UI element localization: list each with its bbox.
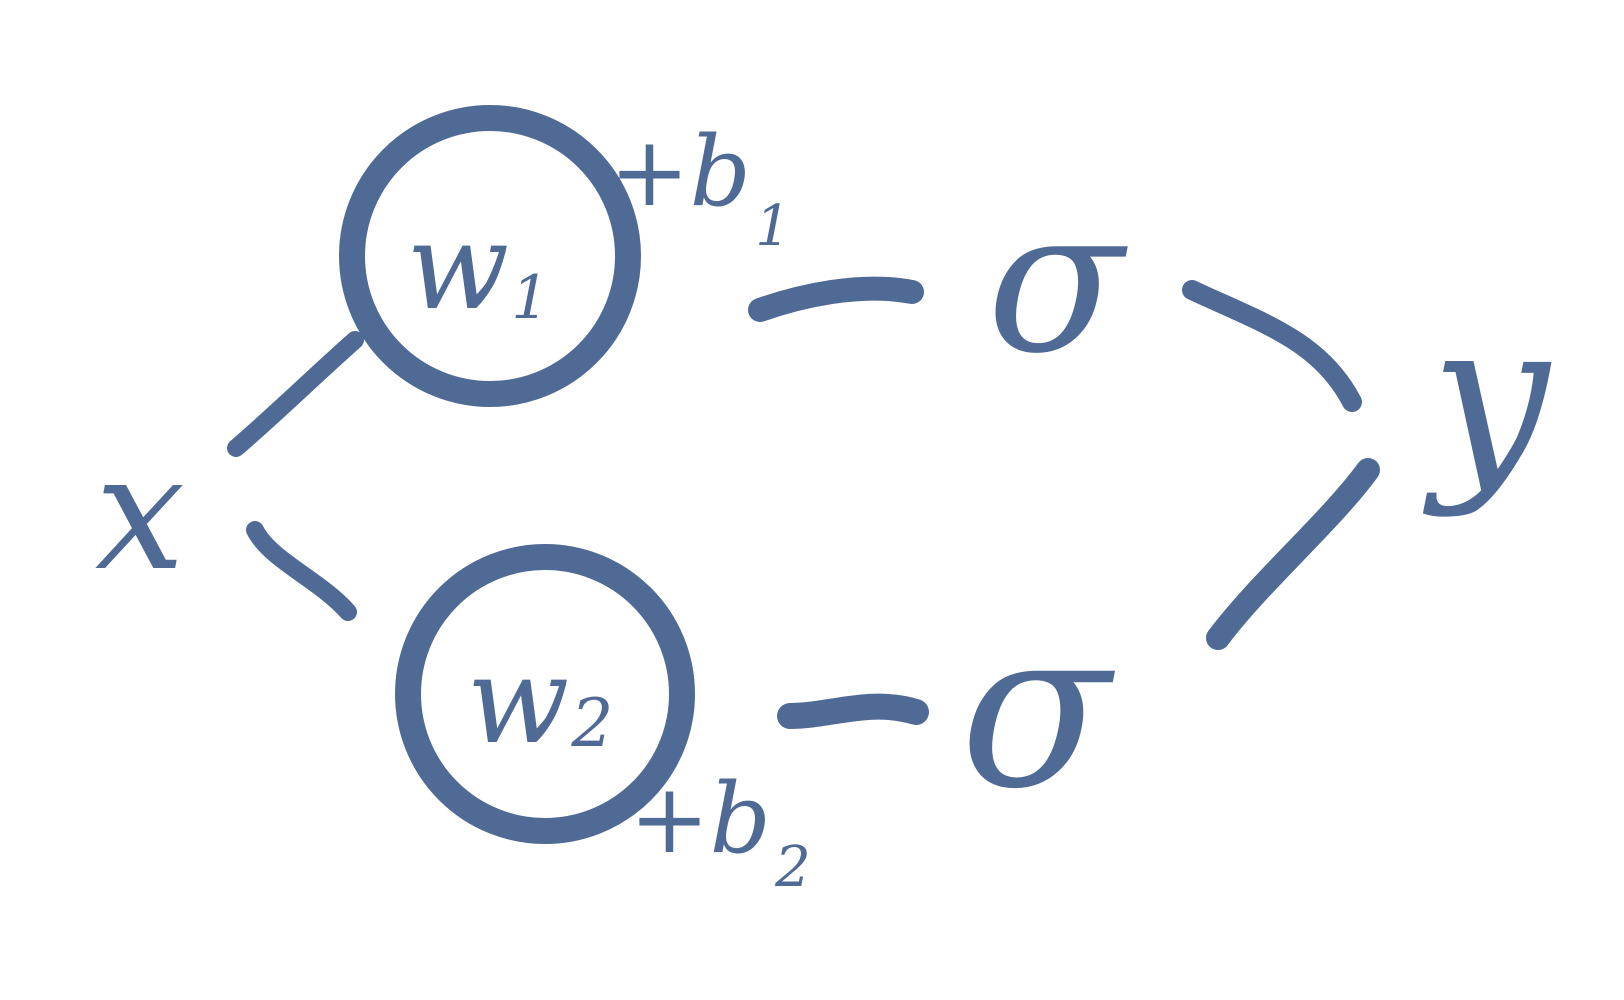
neuron-2-bias-subscript: 2: [774, 835, 811, 900]
neuron-2: w2 +b2: [395, 544, 811, 900]
neuron-1-bias-label: +b1: [609, 116, 791, 259]
neuron-2-weight-subscript: 2: [570, 685, 613, 762]
neuron-2-weight-label: w2: [467, 632, 614, 771]
neuron-2-circle: [395, 544, 695, 844]
activation-1: σ: [987, 165, 1129, 398]
edge-activation-1-to-output: [1182, 280, 1362, 412]
neuron-1: w1 +b1: [339, 105, 791, 407]
edge-x-to-neuron-1: [227, 331, 364, 457]
neuron-1-weight-subscript: 1: [511, 263, 549, 333]
input-label: x: [95, 419, 185, 606]
activation-1-sigma: σ: [987, 165, 1129, 398]
output-node: y: [1423, 275, 1552, 520]
neuron-2-bias-label: +b2: [629, 763, 811, 900]
neuron-1-weight-label: w1: [407, 198, 550, 337]
neuron-1-bias-subscript: 1: [755, 194, 791, 259]
edge-x-to-neuron-2: [246, 521, 357, 621]
input-node: x: [95, 419, 185, 606]
edge-activation-2-to-output: [1206, 458, 1380, 650]
activation-2: σ: [960, 581, 1116, 837]
edge-neuron-2-to-activation-2: [777, 693, 929, 729]
output-label: y: [1423, 275, 1552, 520]
edge-neuron-1-to-activation-1: [748, 276, 924, 322]
neuron-1-circle: [339, 105, 641, 407]
activation-2-sigma: σ: [960, 581, 1116, 837]
